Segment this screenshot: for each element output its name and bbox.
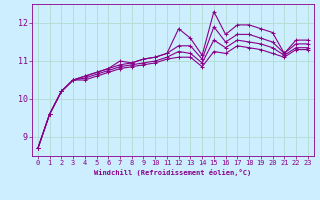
X-axis label: Windchill (Refroidissement éolien,°C): Windchill (Refroidissement éolien,°C) [94, 169, 252, 176]
